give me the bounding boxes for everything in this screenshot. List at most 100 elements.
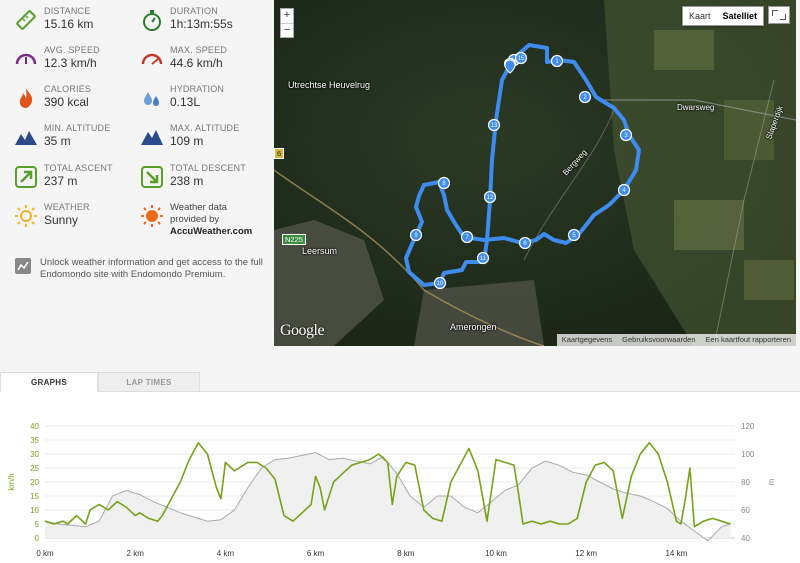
y-right-tick-label: 120 bbox=[741, 422, 755, 431]
speedometer-max-icon bbox=[141, 53, 163, 65]
x-tick-label: 14 km bbox=[665, 549, 687, 558]
weather-data-line1: Weather data bbox=[170, 202, 227, 213]
stat-total-descent: TOTAL DESCENT 238 m bbox=[140, 163, 246, 189]
route-marker-label: 6 bbox=[523, 241, 527, 247]
route-marker[interactable]: 2 bbox=[578, 90, 592, 104]
stat-weather: WEATHER Sunny bbox=[14, 202, 90, 228]
water-drops-icon bbox=[144, 92, 159, 106]
zoom-out-button[interactable]: − bbox=[281, 23, 293, 37]
route-marker[interactable]: 12 bbox=[483, 190, 497, 204]
flame-icon bbox=[19, 88, 33, 108]
route-marker-label: 12 bbox=[487, 195, 494, 201]
google-logo: Google bbox=[280, 322, 325, 339]
route-marker[interactable]: 6 bbox=[518, 236, 532, 250]
stat-total-ascent: TOTAL ASCENT 237 m bbox=[14, 163, 113, 189]
stat-label: TOTAL DESCENT bbox=[170, 163, 246, 173]
map-label-leersum: Leersum bbox=[302, 246, 338, 256]
route-marker-dot bbox=[460, 230, 474, 244]
route-marker[interactable]: 10 bbox=[433, 276, 447, 290]
route-marker-label: 11 bbox=[480, 256, 487, 262]
route-map[interactable]: 12345678910111213141516 Utrechtse Heuvel… bbox=[274, 0, 796, 346]
route-marker[interactable]: 4 bbox=[617, 183, 631, 197]
route-marker-dot bbox=[476, 251, 490, 265]
y-left-tick-label: 40 bbox=[30, 422, 39, 431]
y-right-tick-label: 60 bbox=[741, 506, 750, 515]
fullscreen-button[interactable] bbox=[768, 6, 790, 24]
route-marker[interactable]: 11 bbox=[476, 251, 490, 265]
route-marker-dot bbox=[514, 51, 528, 65]
y-left-tick-label: 25 bbox=[30, 464, 39, 473]
sun-icon bbox=[15, 205, 37, 227]
route-marker-dot bbox=[483, 190, 497, 204]
stat-value: 1h:13m:55s bbox=[170, 17, 233, 31]
terms-link[interactable]: Gebruiksvoorwaarden bbox=[622, 335, 696, 344]
fullscreen-icon bbox=[772, 10, 778, 16]
stat-hydration: HYDRATION 0.13L bbox=[140, 84, 224, 110]
route-marker[interactable]: 15 bbox=[514, 51, 528, 65]
mountain-icon bbox=[15, 131, 37, 145]
route-marker[interactable]: 1 bbox=[550, 54, 564, 68]
stat-calories: CALORIES 390 kcal bbox=[14, 84, 91, 110]
stat-value: 15.16 km bbox=[44, 17, 94, 31]
stat-value: 0.13L bbox=[170, 95, 201, 109]
y-left-tick-label: 5 bbox=[35, 520, 40, 529]
y-left-tick-label: 35 bbox=[30, 436, 39, 445]
map-type-kaart-button[interactable]: Kaart bbox=[688, 11, 711, 21]
tab-lap-times[interactable]: LAP TIMES bbox=[98, 372, 200, 392]
route-marker-label: 1 bbox=[555, 59, 559, 65]
route-marker-dot bbox=[433, 276, 447, 290]
stat-max-altitude: MAX. ALTITUDE 109 m bbox=[140, 123, 239, 149]
route-marker-label: 5 bbox=[572, 233, 576, 239]
x-tick-label: 0 km bbox=[36, 549, 54, 558]
premium-unlock[interactable]: Unlock weather information and get acces… bbox=[14, 257, 264, 280]
stat-max-speed: MAX. SPEED 44.6 km/h bbox=[140, 45, 227, 71]
stat-label: MAX. SPEED bbox=[170, 45, 228, 55]
speed-line bbox=[44, 442, 731, 528]
y-left-tick-label: 30 bbox=[30, 450, 39, 459]
tab-graphs[interactable]: GRAPHS bbox=[0, 372, 98, 392]
map-label-heuvelrug: Utrechtse Heuvelrug bbox=[288, 80, 371, 90]
route-marker-dot bbox=[567, 228, 581, 242]
route-marker[interactable]: 8 bbox=[437, 176, 451, 190]
route-marker[interactable]: 13 bbox=[487, 118, 501, 132]
x-tick-label: 10 km bbox=[485, 549, 507, 558]
stat-distance: DISTANCE 15.16 km bbox=[14, 6, 93, 32]
map-type-satellite-button[interactable]: Satelliet bbox=[722, 11, 757, 21]
route-marker[interactable]: 5 bbox=[567, 228, 581, 242]
y-left-axis-label: km/h bbox=[7, 473, 16, 490]
stat-label: DURATION bbox=[170, 6, 218, 16]
y-right-tick-label: 80 bbox=[741, 478, 750, 487]
stat-label: WEATHER bbox=[44, 202, 90, 212]
route-marker[interactable]: 7 bbox=[460, 230, 474, 244]
route-marker[interactable]: 9 bbox=[409, 228, 423, 242]
stat-value: 35 m bbox=[44, 134, 71, 148]
stat-avg-speed: AVG. SPEED 12.3 km/h bbox=[14, 45, 100, 71]
mountain-peak-icon bbox=[141, 130, 163, 145]
stat-value: 237 m bbox=[44, 174, 78, 188]
arrow-up-right-icon bbox=[15, 166, 37, 188]
report-error-link[interactable]: Een kaartfout rapporteren bbox=[705, 335, 791, 344]
route-marker-dot bbox=[550, 54, 564, 68]
route-marker-label: 2 bbox=[583, 95, 587, 101]
map-data-link[interactable]: Kaartgegevens bbox=[561, 335, 613, 344]
stat-duration: DURATION 1h:13m:55s bbox=[140, 6, 233, 32]
stat-value: 238 m bbox=[170, 174, 204, 188]
premium-icon bbox=[15, 258, 31, 274]
route-markers: 12345678910111213141516 bbox=[409, 51, 633, 290]
road-sign-6: 6 bbox=[274, 148, 285, 159]
x-tick-label: 8 km bbox=[397, 549, 415, 558]
weather-data-line2: provided by bbox=[170, 214, 220, 225]
stat-label: MAX. ALTITUDE bbox=[170, 123, 240, 133]
zoom-in-button[interactable]: + bbox=[283, 9, 291, 21]
map-type-control: Kaart Satelliet bbox=[681, 6, 764, 26]
x-tick-label: 2 km bbox=[127, 549, 145, 558]
route-marker-dot bbox=[617, 183, 631, 197]
stat-value: 109 m bbox=[170, 134, 204, 148]
route-marker-label: 13 bbox=[491, 123, 498, 129]
altitude-line bbox=[44, 452, 731, 542]
route-marker[interactable]: 3 bbox=[619, 128, 633, 142]
y-right-axis-label: m bbox=[767, 478, 776, 485]
accuweather-link[interactable]: AccuWeather.com bbox=[170, 226, 253, 237]
stat-label: HYDRATION bbox=[170, 84, 225, 94]
